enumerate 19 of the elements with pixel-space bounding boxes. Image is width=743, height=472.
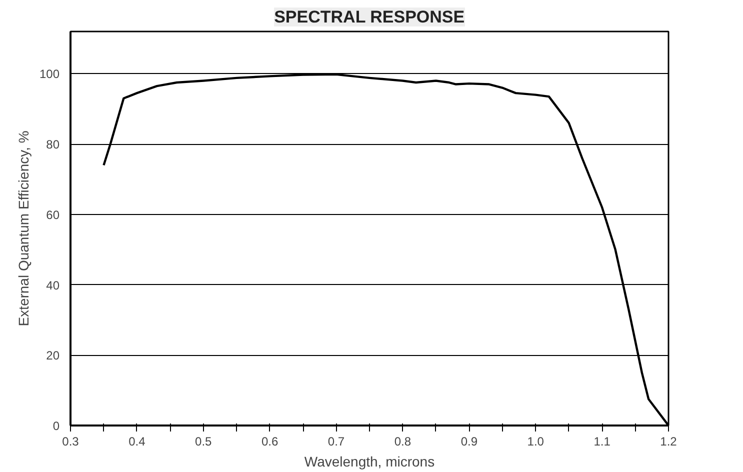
x-tick-label: 1.2 xyxy=(660,434,678,448)
x-tick-label: 0.7 xyxy=(328,434,345,448)
x-tick-label: 0.9 xyxy=(460,434,478,448)
y-tick-label: 100 xyxy=(39,67,60,82)
y-axis-title: External Quantum Efficiency, % xyxy=(15,130,32,326)
y-tick-label: 80 xyxy=(46,138,60,152)
x-axis-title: Wavelength, microns xyxy=(304,454,435,470)
x-tick-label: 0.5 xyxy=(195,434,212,448)
y-tick-label: 20 xyxy=(46,348,60,363)
chart-title: SPECTRAL RESPONSE xyxy=(274,8,465,26)
x-tick-label: 1.1 xyxy=(594,434,611,448)
y-tick-label: 0 xyxy=(52,419,60,433)
y-tick-label: 60 xyxy=(46,208,60,222)
x-tick-label: 1.0 xyxy=(527,434,544,448)
x-tick-label: 0.3 xyxy=(62,434,80,448)
y-tick-label: 40 xyxy=(46,278,60,292)
x-tick-label: 0.6 xyxy=(261,434,278,448)
x-tick-label: 0.4 xyxy=(128,434,146,448)
x-tick-label: 0.8 xyxy=(394,434,412,448)
